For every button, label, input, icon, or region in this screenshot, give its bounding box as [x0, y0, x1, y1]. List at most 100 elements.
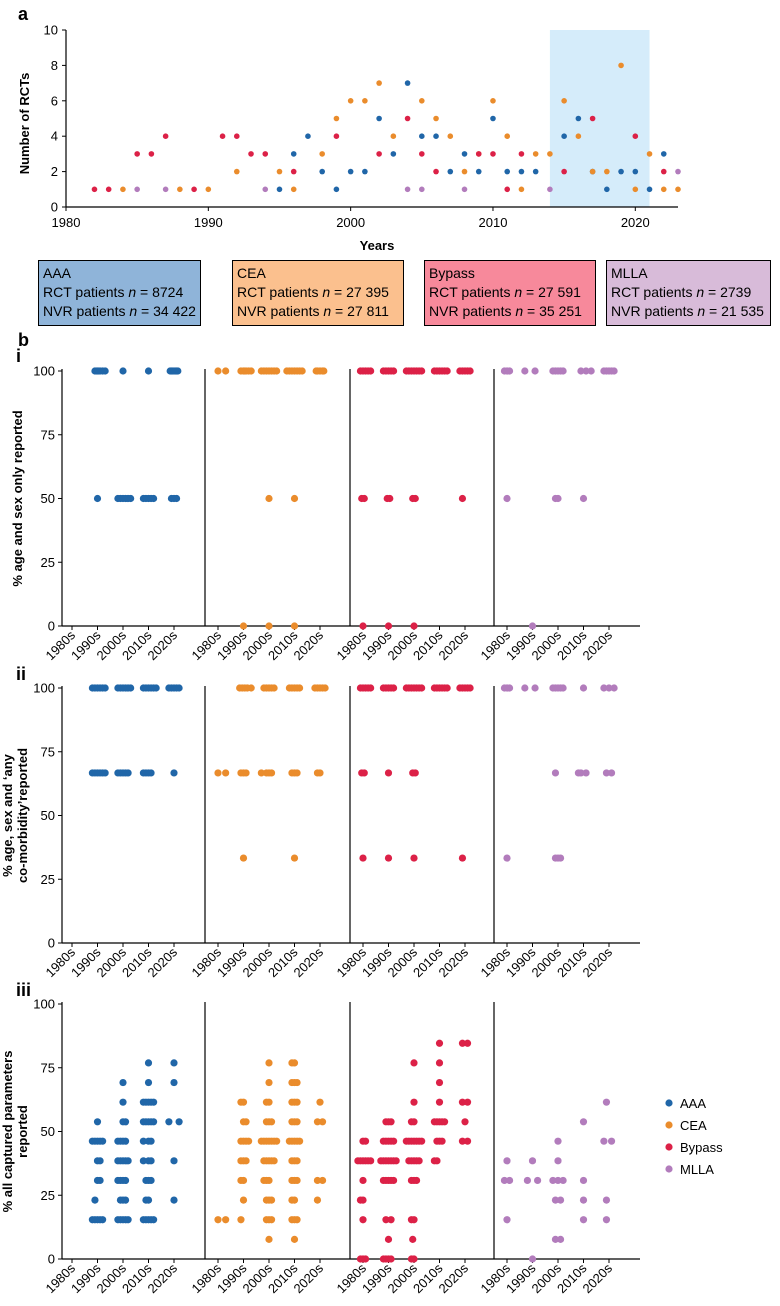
- point-bypass: [518, 151, 525, 157]
- point-cea: [290, 622, 299, 630]
- point-bypass: [435, 1039, 444, 1047]
- legend-label-bypass: Bypass: [680, 1140, 723, 1155]
- point-bypass: [361, 1255, 370, 1263]
- point-cea: [362, 98, 368, 104]
- point-mlla: [554, 1157, 562, 1165]
- point-cea: [205, 186, 212, 193]
- point-bypass: [233, 133, 240, 139]
- point-bypass: [390, 367, 398, 375]
- point-mlla: [134, 186, 140, 193]
- legend-box-mlla: MLLA RCT patients n = 2739 NVR patients n …: [606, 260, 771, 326]
- point-cea: [257, 769, 265, 777]
- point-aaa: [504, 168, 511, 175]
- point-aaa: [119, 367, 127, 375]
- point-cea: [265, 1098, 273, 1106]
- point-aaa: [91, 1196, 99, 1204]
- point-aaa: [461, 151, 468, 157]
- point-bypass: [466, 684, 474, 692]
- point-aaa: [646, 186, 653, 193]
- point-bypass: [561, 168, 567, 175]
- point-cea: [589, 168, 596, 175]
- legend-label-mlla: MLLA: [680, 1162, 714, 1177]
- point-aaa: [96, 1176, 104, 1185]
- point-cea: [547, 151, 553, 157]
- point-aaa: [139, 1137, 147, 1145]
- x-axis-title: Years: [360, 238, 395, 253]
- point-aaa: [96, 1157, 104, 1165]
- point-aaa: [305, 133, 311, 139]
- y-tick-label: 0: [48, 936, 55, 951]
- point-aaa: [150, 1098, 158, 1106]
- point-mlla: [528, 1157, 537, 1165]
- point-mlla: [579, 1216, 588, 1224]
- point-bypass: [191, 186, 197, 193]
- point-cea: [242, 1157, 250, 1165]
- panel-b-label: b: [18, 330, 29, 350]
- highlight-region: [549, 30, 650, 207]
- point-cea: [316, 769, 324, 777]
- point-bypass: [384, 854, 393, 862]
- point-aaa: [127, 494, 135, 503]
- point-bypass: [390, 1137, 398, 1145]
- point-bypass: [333, 133, 340, 139]
- point-cea: [237, 1216, 245, 1224]
- point-bypass: [390, 684, 398, 692]
- point-bypass: [441, 1118, 449, 1126]
- point-mlla: [556, 1235, 565, 1243]
- point-cea: [267, 1196, 276, 1204]
- point-bypass: [433, 168, 439, 175]
- point-cea: [293, 1176, 301, 1185]
- point-cea: [390, 133, 397, 139]
- x-tick-label: 1980: [52, 215, 81, 230]
- point-mlla: [503, 1157, 511, 1165]
- chart-ii-label: ii: [16, 664, 26, 684]
- point-aaa: [124, 1157, 132, 1165]
- legend-title: Bypass: [429, 265, 475, 281]
- point-bypass: [359, 854, 367, 862]
- point-cea: [245, 1137, 253, 1145]
- point-aaa: [175, 1118, 183, 1126]
- point-mlla: [262, 186, 269, 193]
- point-bypass: [438, 1137, 446, 1145]
- point-aaa: [101, 769, 109, 777]
- point-cea: [419, 98, 425, 104]
- point-cea: [660, 186, 667, 193]
- point-mlla: [528, 1255, 537, 1263]
- point-aaa: [147, 769, 155, 777]
- y-tick-label: 25: [41, 872, 55, 887]
- point-cea: [316, 1098, 324, 1106]
- point-mlla: [607, 1137, 616, 1145]
- point-cea: [319, 151, 325, 157]
- point-bypass: [418, 1137, 426, 1145]
- point-mlla: [582, 769, 590, 777]
- point-bypass: [458, 1137, 467, 1145]
- point-aaa: [376, 115, 382, 122]
- point-aaa: [152, 684, 160, 692]
- point-mlla: [579, 684, 588, 692]
- legend-box-bypass: Bypass RCT patients n = 27 591 NVR patient…: [424, 260, 596, 326]
- point-aaa: [490, 115, 496, 122]
- legend-box-aaa: AAA RCT patients n = 8724 NVR patients n =…: [38, 260, 201, 326]
- x-tick-label: 2010: [479, 215, 508, 230]
- point-aaa: [101, 684, 109, 692]
- point-bypass: [433, 1157, 441, 1165]
- point-cea: [214, 769, 222, 777]
- point-aaa: [170, 1157, 178, 1165]
- x-tick-label: 2020s: [435, 944, 471, 980]
- point-bypass: [105, 186, 112, 193]
- point-cea: [604, 168, 610, 175]
- y-tick-label: 4: [51, 129, 58, 144]
- point-aaa: [276, 186, 283, 193]
- y-tick-label: 50: [41, 808, 55, 823]
- point-bypass: [504, 186, 511, 193]
- legend-box-cea: CEA RCT patients n = 27 395 NVR patients n…: [232, 260, 404, 326]
- point-aaa: [518, 168, 525, 175]
- y-axis-title: % all captured parameters: [0, 1051, 15, 1213]
- point-mlla: [602, 1098, 611, 1106]
- y-tick-label: 100: [33, 681, 55, 696]
- point-bypass: [367, 1157, 375, 1165]
- point-bypass: [361, 1137, 370, 1145]
- point-mlla: [577, 769, 585, 777]
- y-axis-title: co-morbidity’reported: [15, 748, 30, 883]
